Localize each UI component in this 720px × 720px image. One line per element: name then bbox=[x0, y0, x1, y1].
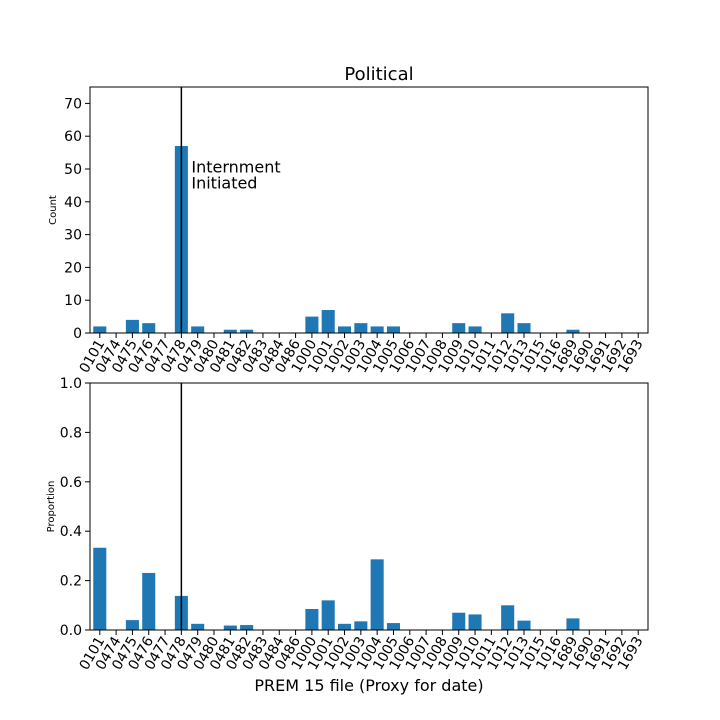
y-tick-label: 40 bbox=[64, 195, 82, 211]
bar-0475 bbox=[125, 620, 139, 630]
count-axes-frame bbox=[89, 86, 649, 334]
annotation-line-1: Internment bbox=[191, 157, 280, 176]
count-bars bbox=[93, 146, 580, 333]
y-tick-label: 0.8 bbox=[60, 425, 82, 441]
bar-1000 bbox=[305, 609, 319, 630]
bar-1013 bbox=[517, 323, 531, 333]
bar-0479 bbox=[191, 326, 205, 333]
y-tick-label: 60 bbox=[64, 129, 82, 145]
bar-1003 bbox=[354, 323, 368, 333]
bar-1004 bbox=[370, 326, 384, 333]
bar-1002 bbox=[338, 326, 352, 333]
bar-1001 bbox=[321, 600, 335, 630]
count-y-ticks: 0 10 20 30 40 50 60 70 bbox=[64, 96, 90, 342]
proportion-bars bbox=[93, 547, 580, 630]
y-tick-label: 0.6 bbox=[60, 475, 82, 491]
y-tick-label: 20 bbox=[64, 260, 82, 276]
y-tick-label: 0 bbox=[73, 326, 82, 342]
bar-1000 bbox=[305, 316, 319, 333]
proportion-axes-frame bbox=[89, 382, 649, 631]
bar-0475 bbox=[125, 319, 139, 333]
bar-0479 bbox=[191, 623, 205, 630]
bar-1012 bbox=[501, 313, 515, 333]
count-chart: 0 10 20 30 40 50 60 70 010104740475047604770478… bbox=[48, 64, 649, 376]
y-tick-label: 70 bbox=[64, 96, 82, 112]
bar-0481 bbox=[223, 625, 237, 630]
bar-1005 bbox=[386, 623, 400, 630]
bar-1009 bbox=[452, 612, 466, 630]
y-tick-label: 50 bbox=[64, 162, 82, 178]
bar-0482 bbox=[240, 625, 254, 630]
y-tick-label: 1.0 bbox=[60, 376, 82, 392]
y-tick-label: 0.2 bbox=[60, 574, 82, 590]
bar-1689 bbox=[566, 618, 580, 630]
proportion-chart: 0.0 0.2 0.4 0.6 0.8 1.0 010104740475047604770… bbox=[46, 376, 649, 695]
y-tick-label: 0.4 bbox=[60, 524, 82, 540]
bar-1013 bbox=[517, 620, 531, 630]
bar-1689 bbox=[566, 329, 580, 333]
proportion-x-ticks: 0101047404750476047704780479048004810482… bbox=[77, 630, 647, 673]
y-tick-label: 0.0 bbox=[60, 623, 82, 639]
bar-1005 bbox=[386, 326, 400, 333]
chart-title: Political bbox=[344, 64, 413, 85]
bar-1004 bbox=[370, 559, 384, 630]
bar-0101 bbox=[93, 326, 107, 333]
bar-1010 bbox=[468, 614, 482, 630]
count-x-ticks: 0101047404750476047704780479048004810482… bbox=[77, 333, 647, 376]
bar-0101 bbox=[93, 547, 107, 630]
bar-1012 bbox=[501, 605, 515, 630]
annotation-line-2: Initiated bbox=[191, 174, 257, 193]
bar-0476 bbox=[142, 323, 156, 333]
y-tick-label: 30 bbox=[64, 228, 82, 244]
bar-0482 bbox=[240, 329, 254, 333]
bar-0481 bbox=[223, 329, 237, 333]
proportion-y-ticks: 0.0 0.2 0.4 0.6 0.8 1.0 bbox=[60, 376, 90, 639]
y-tick-label: 10 bbox=[64, 293, 82, 309]
count-y-axis-label: Count bbox=[48, 195, 59, 225]
bar-0476 bbox=[142, 572, 156, 630]
bar-1002 bbox=[338, 623, 352, 630]
bar-1001 bbox=[321, 310, 335, 333]
x-axis-label: PREM 15 file (Proxy for date) bbox=[254, 676, 483, 695]
bar-1010 bbox=[468, 326, 482, 333]
bar-1009 bbox=[452, 323, 466, 333]
proportion-y-axis-label: Proportion bbox=[46, 481, 57, 533]
bar-1003 bbox=[354, 621, 368, 630]
